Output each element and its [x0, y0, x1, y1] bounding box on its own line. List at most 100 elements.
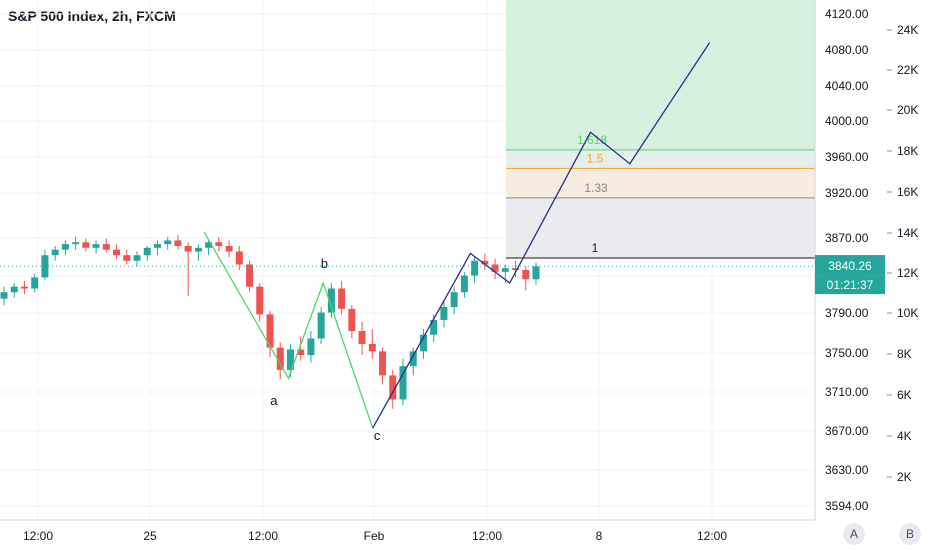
candle-body	[102, 244, 110, 250]
candle-body	[82, 242, 90, 248]
price-tick: 3630.00	[825, 463, 869, 477]
candle-body	[0, 292, 8, 299]
current-price-label: 3840.26	[828, 259, 872, 273]
candle-body	[92, 244, 100, 248]
price-tick: 3670.00	[825, 424, 869, 438]
candle-body	[430, 319, 438, 335]
candle-body	[409, 351, 417, 367]
candle-body	[338, 288, 346, 309]
volume-tick: 8K	[897, 347, 912, 361]
candle-body	[501, 268, 509, 272]
candle-body	[184, 245, 192, 252]
wave-label-c: c	[374, 428, 381, 443]
candle-body	[481, 260, 489, 265]
candle-body	[491, 264, 499, 272]
candle-body	[61, 244, 69, 250]
candle-body	[317, 312, 325, 339]
candle-body	[460, 275, 468, 293]
candle-body	[522, 270, 530, 280]
time-tick: 8	[596, 529, 603, 543]
fib-label: 1.33	[584, 181, 608, 195]
fib-label: 1.618	[577, 133, 607, 147]
price-tick: 4000.00	[825, 114, 869, 128]
projection-wave-line	[372, 42, 711, 429]
wave-label-b: b	[321, 256, 328, 271]
candle-body	[31, 277, 39, 289]
candle-body	[20, 286, 28, 289]
price-tick: 3710.00	[825, 385, 869, 399]
countdown-label: 01:21:37	[827, 278, 874, 292]
price-tick: 3960.00	[825, 150, 869, 164]
corrective-wave-line	[203, 231, 374, 429]
volume-tick: 16K	[897, 185, 918, 199]
price-tick: 3790.00	[825, 306, 869, 320]
candle-body	[225, 245, 233, 252]
volume-tick: 18K	[897, 144, 918, 158]
candle-body	[51, 249, 59, 256]
fib-band	[506, 168, 815, 198]
candle-body	[440, 306, 448, 320]
candle-body	[113, 249, 121, 256]
candle-body	[215, 242, 223, 246]
fib-label: 1.5	[587, 151, 604, 165]
candle-body	[10, 286, 18, 293]
volume-tick: 2K	[897, 470, 912, 484]
candle-body	[286, 349, 294, 370]
candle-body	[419, 334, 427, 352]
countdown-badge	[815, 275, 885, 295]
candle-body	[133, 255, 141, 261]
candle-body	[72, 242, 80, 245]
volume-tick: 20K	[897, 103, 918, 117]
candle-body	[450, 292, 458, 307]
wave-lines	[203, 42, 711, 429]
time-tick: 25	[143, 529, 157, 543]
candle-body	[153, 244, 161, 248]
volume-tick: 10K	[897, 306, 918, 320]
candle-body	[512, 268, 520, 271]
fib-label: 1	[592, 241, 599, 255]
candle-body	[532, 266, 540, 280]
time-tick: 12:00	[248, 529, 278, 543]
price-tick: 3594.00	[825, 499, 869, 513]
candle-body	[266, 314, 274, 348]
price-tick: 3870.00	[825, 231, 869, 245]
candle-body	[358, 331, 366, 344]
target-zone	[506, 0, 815, 150]
candle-body	[399, 366, 407, 400]
price-tick: 4080.00	[825, 43, 869, 57]
price-tick: 3920.00	[825, 186, 869, 200]
candle-body	[123, 255, 131, 261]
candle-body	[194, 247, 202, 252]
volume-axis[interactable]: 24K 22K 20K 18K 16K 14K 12K 10K 8K 6K 4K 2K	[887, 23, 918, 484]
volume-tick: 6K	[897, 388, 912, 402]
log-scale-button[interactable]: B	[899, 523, 921, 545]
volume-tick: 24K	[897, 23, 918, 37]
candle-body	[246, 264, 254, 287]
volume-tick: 22K	[897, 63, 918, 77]
fib-band	[506, 197, 815, 258]
wave-labels: a b c	[270, 256, 381, 443]
price-tick: 4120.00	[825, 7, 869, 21]
candle-body	[143, 247, 151, 256]
candle-body	[471, 260, 479, 276]
candle-body	[348, 308, 356, 332]
price-tick: 4040.00	[825, 79, 869, 93]
wave-label-a: a	[270, 393, 278, 408]
fib-levels: 1.618 1.5 1.33 1	[506, 133, 815, 259]
price-tick: 3750.00	[825, 346, 869, 360]
candle-body	[389, 375, 397, 400]
candle-body	[276, 347, 284, 370]
fib-band	[506, 149, 815, 169]
time-tick: 12:00	[697, 529, 727, 543]
time-axis[interactable]: 12:00 25 12:00 Feb 12:00 8 12:00	[0, 519, 815, 543]
time-tick: Feb	[364, 529, 385, 543]
candle-body	[205, 242, 213, 248]
candle-body	[368, 343, 376, 352]
volume-tick: 4K	[897, 429, 912, 443]
candles	[0, 234, 540, 409]
candle-body	[174, 240, 182, 246]
auto-scale-button[interactable]: A	[843, 523, 865, 545]
price-axis[interactable]: 4120.00 4080.00 4040.00 4000.00 3960.00 3920.…	[814, 0, 885, 520]
candle-body	[235, 251, 243, 265]
